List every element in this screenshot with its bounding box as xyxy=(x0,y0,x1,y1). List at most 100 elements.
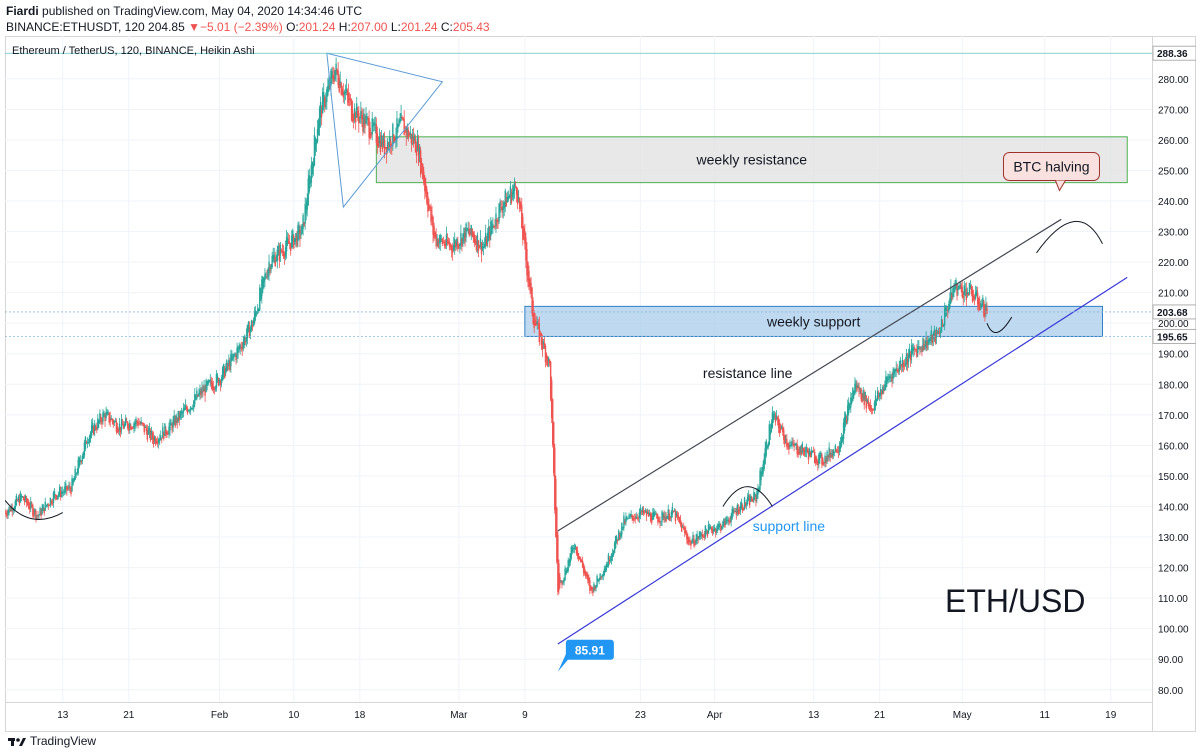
candle-body xyxy=(320,110,323,117)
candle-body xyxy=(874,395,877,407)
candle-body xyxy=(555,478,557,537)
candle-body xyxy=(830,453,832,455)
candle-body xyxy=(529,278,531,288)
candle-body xyxy=(730,515,732,522)
candle-body xyxy=(84,436,87,449)
footer-brand[interactable]: TradingView xyxy=(30,734,97,748)
candle-body xyxy=(6,513,8,517)
candle-body xyxy=(585,571,587,577)
candle-body xyxy=(304,203,306,224)
candle-body xyxy=(854,383,856,393)
candle-body xyxy=(63,491,65,493)
candle-body xyxy=(634,518,636,520)
y-tick-label: 210.00 xyxy=(1158,289,1189,300)
candle-body xyxy=(673,510,676,512)
high-value: 207.00 xyxy=(350,20,388,34)
x-tick-label: 18 xyxy=(354,710,366,721)
candle-body xyxy=(185,407,188,410)
candle-body xyxy=(371,118,373,135)
candle-body xyxy=(310,165,313,183)
candle-body xyxy=(815,457,817,464)
candle-body xyxy=(161,437,163,439)
candle-body xyxy=(192,408,194,410)
candle-body xyxy=(317,120,320,136)
candle-body xyxy=(54,494,57,496)
candle-body xyxy=(106,411,108,416)
candle-body xyxy=(931,335,933,344)
candle-body xyxy=(500,206,502,208)
candle-body xyxy=(969,284,972,289)
candle-body xyxy=(7,510,9,515)
x-tick-label: 13 xyxy=(808,710,820,721)
candle-body xyxy=(73,478,75,482)
candle-body xyxy=(67,488,69,490)
candle-body xyxy=(536,321,538,325)
candle-body xyxy=(362,116,364,132)
candle-body xyxy=(20,495,23,498)
candle-body xyxy=(741,505,744,511)
candle-body xyxy=(288,242,291,244)
candle-body xyxy=(719,523,721,526)
candle-body xyxy=(887,378,889,380)
candle-body xyxy=(471,229,473,236)
candle-body xyxy=(56,495,59,498)
candle-body xyxy=(949,298,951,308)
candle-body xyxy=(752,499,754,502)
candle-body xyxy=(784,434,786,445)
candle-body xyxy=(575,546,578,554)
low-value: 201.24 xyxy=(400,20,438,34)
candle-body xyxy=(136,421,138,423)
candle-body xyxy=(41,508,43,514)
open-label: O: xyxy=(286,20,299,34)
candle-body xyxy=(153,437,156,441)
candle-body xyxy=(578,556,581,559)
candle-body xyxy=(280,250,283,252)
candle-body xyxy=(332,74,334,79)
candle-body xyxy=(76,472,78,474)
candle-body xyxy=(733,511,735,513)
candle-body xyxy=(138,423,140,425)
candle-body xyxy=(812,451,815,453)
candle-body xyxy=(301,224,303,235)
candle-body xyxy=(327,85,329,96)
candle-body xyxy=(814,451,816,464)
candle-body xyxy=(985,304,987,312)
candle-body xyxy=(340,83,342,95)
y-tick-label: 110.00 xyxy=(1158,594,1188,605)
candle-body xyxy=(700,533,702,535)
candle-body xyxy=(171,424,173,431)
candle-body xyxy=(698,535,700,539)
candle-body xyxy=(364,118,366,128)
candle-body xyxy=(804,451,807,453)
candle-body xyxy=(615,536,618,542)
author-name[interactable]: Fiardi xyxy=(6,4,39,18)
candle-body xyxy=(772,413,775,420)
candle-body xyxy=(151,432,154,440)
candle-body xyxy=(421,162,423,166)
candle-body xyxy=(273,254,275,259)
candle-body xyxy=(395,136,397,140)
candle-body xyxy=(206,382,208,387)
candle-body xyxy=(927,340,929,345)
candle-body xyxy=(309,181,312,184)
candle-body xyxy=(379,140,382,152)
candle-body xyxy=(116,426,119,433)
candle-body xyxy=(199,389,201,395)
candle-body xyxy=(491,226,493,229)
price-axis[interactable]: 80.00 90.00 100.00 110.00 120.00 130.00 140.00… xyxy=(1158,75,1189,697)
candle-body xyxy=(980,305,982,307)
candle-body xyxy=(225,367,227,374)
price-chart[interactable]: weekly resistance weekly support resistan… xyxy=(5,36,1196,732)
candle-body xyxy=(149,430,152,440)
candle-body xyxy=(376,133,379,146)
candle-body xyxy=(126,421,128,423)
candle-body xyxy=(845,418,848,423)
candle-body xyxy=(686,532,688,540)
candle-body xyxy=(445,234,448,246)
candle-body xyxy=(528,271,530,287)
candle-body xyxy=(929,338,931,341)
time-axis[interactable]: 13 21 Feb 10 18 Mar 9 23 Apr 13 21 May 11 19 xyxy=(57,710,1117,721)
candle-body xyxy=(562,581,564,583)
candle-body xyxy=(979,303,981,311)
candle-body xyxy=(439,235,441,243)
